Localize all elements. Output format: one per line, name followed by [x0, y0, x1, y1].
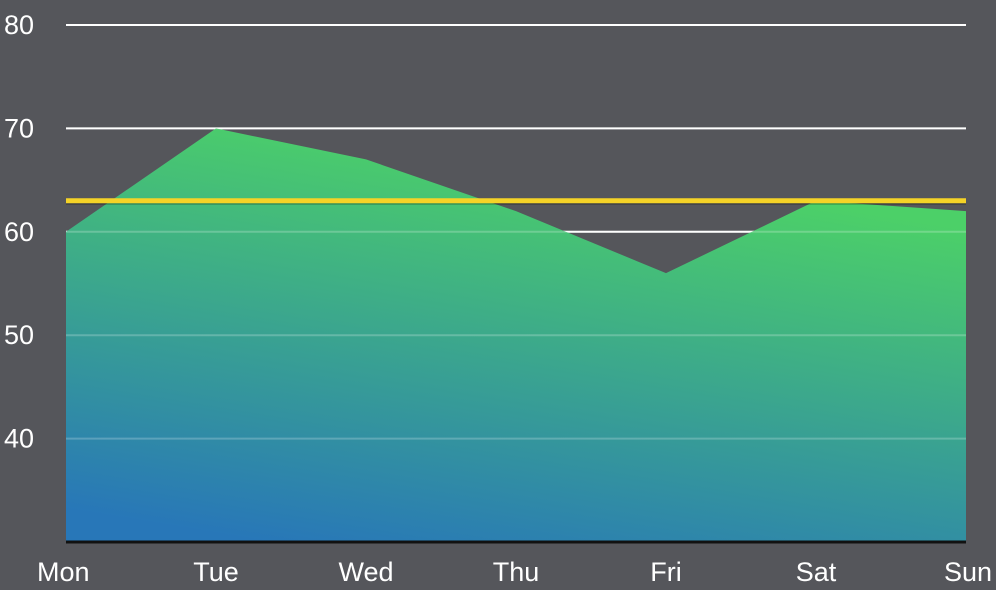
area-series — [66, 128, 967, 542]
y-tick-label: 60 — [4, 217, 34, 247]
x-tick-label: Fri — [650, 557, 681, 587]
x-tick-label: Sun — [944, 557, 992, 587]
data-point-fri — [665, 272, 667, 274]
y-tick-label: 70 — [4, 113, 34, 143]
y-tick-label: 50 — [4, 320, 34, 350]
data-point-sun — [965, 210, 967, 212]
x-axis-ticks: Mon Tue Wed Thu Fri Sat Sun — [37, 557, 992, 587]
y-axis-ticks: 40 50 60 70 80 — [4, 10, 34, 454]
x-tick-label: Sat — [796, 557, 837, 587]
x-tick-label: Wed — [338, 557, 393, 587]
x-tick-label: Thu — [493, 557, 540, 587]
data-point-wed — [365, 158, 367, 160]
area-fill — [66, 128, 966, 542]
x-tick-label: Mon — [37, 557, 90, 587]
y-tick-label: 80 — [4, 10, 34, 40]
data-point-thu — [515, 210, 517, 212]
y-tick-label: 40 — [4, 424, 34, 454]
x-tick-label: Tue — [193, 557, 239, 587]
grid-lines-overlay — [66, 24, 966, 440]
reference-line-layer — [66, 198, 966, 205]
